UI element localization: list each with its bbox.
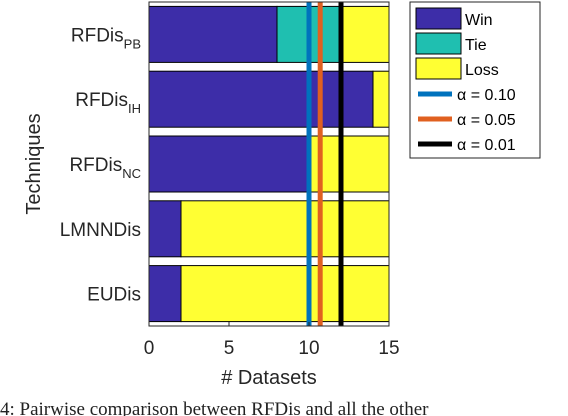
legend-swatch-tie	[415, 32, 462, 55]
category-label-3: LMNNDis	[60, 220, 141, 241]
x-tick-label-0: 0	[144, 338, 155, 359]
x-tick-label-2: 10	[298, 338, 319, 359]
bar-loss-4	[180, 265, 390, 323]
x-tick-label-3: 15	[378, 338, 399, 359]
legend: Win Tie Loss α = 0.10 α = 0.05 α = 0.01	[409, 1, 541, 159]
legend-label-alpha-2: α = 0.01	[457, 137, 516, 154]
x-axis-label: # Datasets	[221, 367, 317, 389]
bar-loss-3	[180, 200, 390, 258]
legend-swatch-loss	[415, 57, 462, 80]
category-label-4: EUDis	[87, 285, 141, 306]
bars-group	[148, 5, 390, 323]
legend-label-loss: Loss	[465, 62, 499, 79]
x-tick-label-1: 5	[224, 338, 235, 359]
bar-loss-1	[372, 70, 390, 128]
x-ticks-group: 0 5 10 15	[144, 322, 400, 359]
figure-caption: 4: Pairwise comparison between RFDis and…	[0, 400, 429, 416]
bar-win-1	[148, 70, 374, 128]
bar-win-2	[148, 135, 310, 193]
legend-label-alpha-1: α = 0.05	[457, 112, 516, 129]
legend-swatch-win	[415, 7, 462, 30]
plot-frame	[148, 1, 390, 327]
legend-label-tie: Tie	[465, 37, 487, 54]
bar-chart: RFDisPB RFDisIH RFDisNC LMNNDis EUDis 0 5 10 15…	[23, 1, 541, 389]
bar-win-3	[148, 200, 182, 258]
bar-win-4	[148, 265, 182, 323]
legend-label-win: Win	[465, 12, 493, 29]
legend-label-alpha-0: α = 0.10	[457, 87, 516, 104]
reference-lines-group	[306, 2, 344, 326]
bar-loss-0	[340, 5, 390, 63]
category-label-0: RFDisPB	[71, 25, 141, 51]
y-axis-label: Techniques	[23, 113, 45, 214]
bar-win-0	[148, 5, 278, 63]
category-label-2: RFDisNC	[69, 155, 141, 181]
category-labels-group: RFDisPB RFDisIH RFDisNC LMNNDis EUDis	[60, 25, 141, 305]
category-label-1: RFDisIH	[75, 90, 141, 116]
